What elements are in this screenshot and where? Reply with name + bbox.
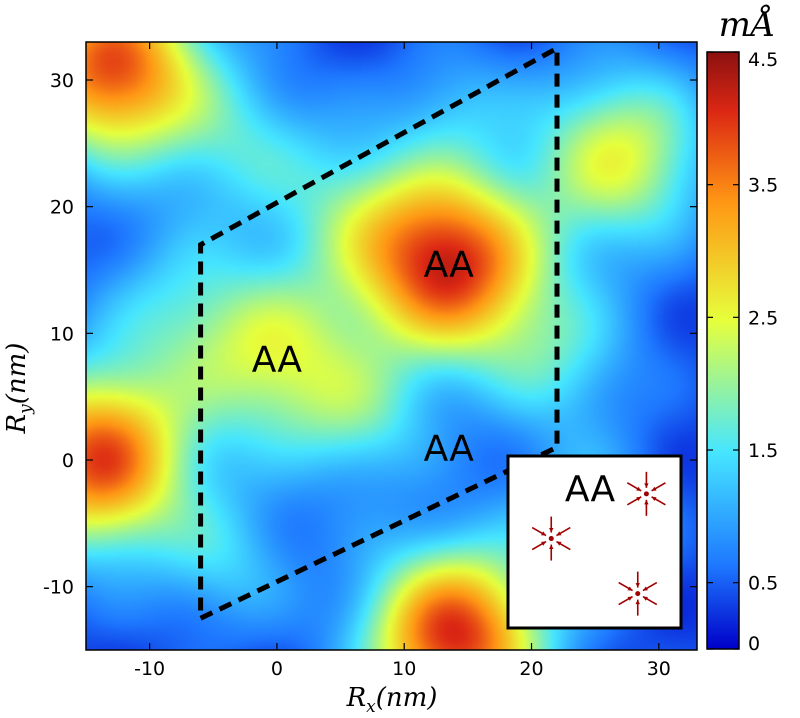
x-axis-label: Rx(nm) — [346, 683, 438, 717]
inset-panel: AA — [506, 454, 683, 630]
inset-vortex-core — [635, 591, 641, 597]
colorbar-unit: mÅ — [719, 4, 776, 45]
inset-arrow-head — [651, 486, 657, 491]
y-tick-label: -10 — [43, 577, 74, 599]
inset-arrow-head — [636, 486, 642, 491]
inset-arrow-head — [642, 586, 648, 591]
y-axis-ticks: -10 0 10 20 30 — [43, 70, 697, 599]
inset-arrow-head — [651, 496, 657, 501]
x-tick-label: -10 — [134, 658, 165, 680]
aa-label-left: AA — [252, 340, 303, 381]
inset-arrow-head — [644, 483, 649, 488]
inset-arrow-head — [541, 531, 547, 536]
colorbar-tick-label: 4.5 — [748, 49, 778, 71]
inset-arrow-head — [636, 496, 642, 501]
aa-label-bottom: AA — [424, 428, 475, 469]
inset-arrow-head — [635, 599, 640, 605]
y-tick-label: 20 — [50, 197, 74, 219]
inset-arrow-head — [541, 541, 547, 546]
x-tick-label: 30 — [647, 658, 671, 680]
inset-arrow-head — [644, 499, 649, 505]
y-tick-label: 0 — [62, 450, 74, 472]
inset-arrows — [531, 471, 666, 616]
colorbar-tick-label: 0.5 — [748, 573, 778, 595]
inset-arrow-head — [627, 586, 633, 591]
inset-arrow-head — [627, 596, 633, 601]
x-tick-label: 20 — [519, 658, 543, 680]
inset-arrow-head — [642, 596, 648, 601]
inset-frame — [506, 454, 683, 630]
unit-cell-outline — [198, 44, 560, 623]
y-tick-label: 30 — [50, 70, 74, 92]
colorbar-gradient — [706, 51, 740, 650]
x-tick-label: 10 — [392, 658, 416, 680]
x-axis-ticks: -10 0 10 20 30 — [134, 42, 671, 680]
plot-frame — [85, 41, 698, 651]
inset-arrow-head — [556, 541, 562, 546]
aa-label-center: AA — [424, 245, 475, 286]
colorbar: 0 0.5 1.5 2.5 3.5 4.5 mÅ — [706, 4, 778, 655]
colorbar-tick-label: 3.5 — [748, 175, 778, 197]
inset-arrow-head — [549, 544, 554, 550]
y-axis-label: Ry(nm) — [2, 343, 36, 435]
colorbar-tick-label: 0 — [748, 633, 760, 655]
colorbar-ticks: 0 0.5 1.5 2.5 3.5 4.5 — [707, 49, 778, 655]
inset-arrow-head — [556, 531, 562, 536]
inset-arrow-head — [549, 528, 554, 533]
x-tick-label: 0 — [271, 658, 283, 680]
y-tick-label: 10 — [50, 323, 74, 345]
colorbar-tick-label: 1.5 — [748, 440, 778, 462]
inset-arrow-head — [635, 583, 640, 588]
inset-label: AA — [565, 469, 616, 510]
inset-vortex-core — [643, 491, 649, 497]
inset-vortex-core — [548, 536, 554, 542]
colorbar-tick-label: 2.5 — [748, 307, 778, 329]
